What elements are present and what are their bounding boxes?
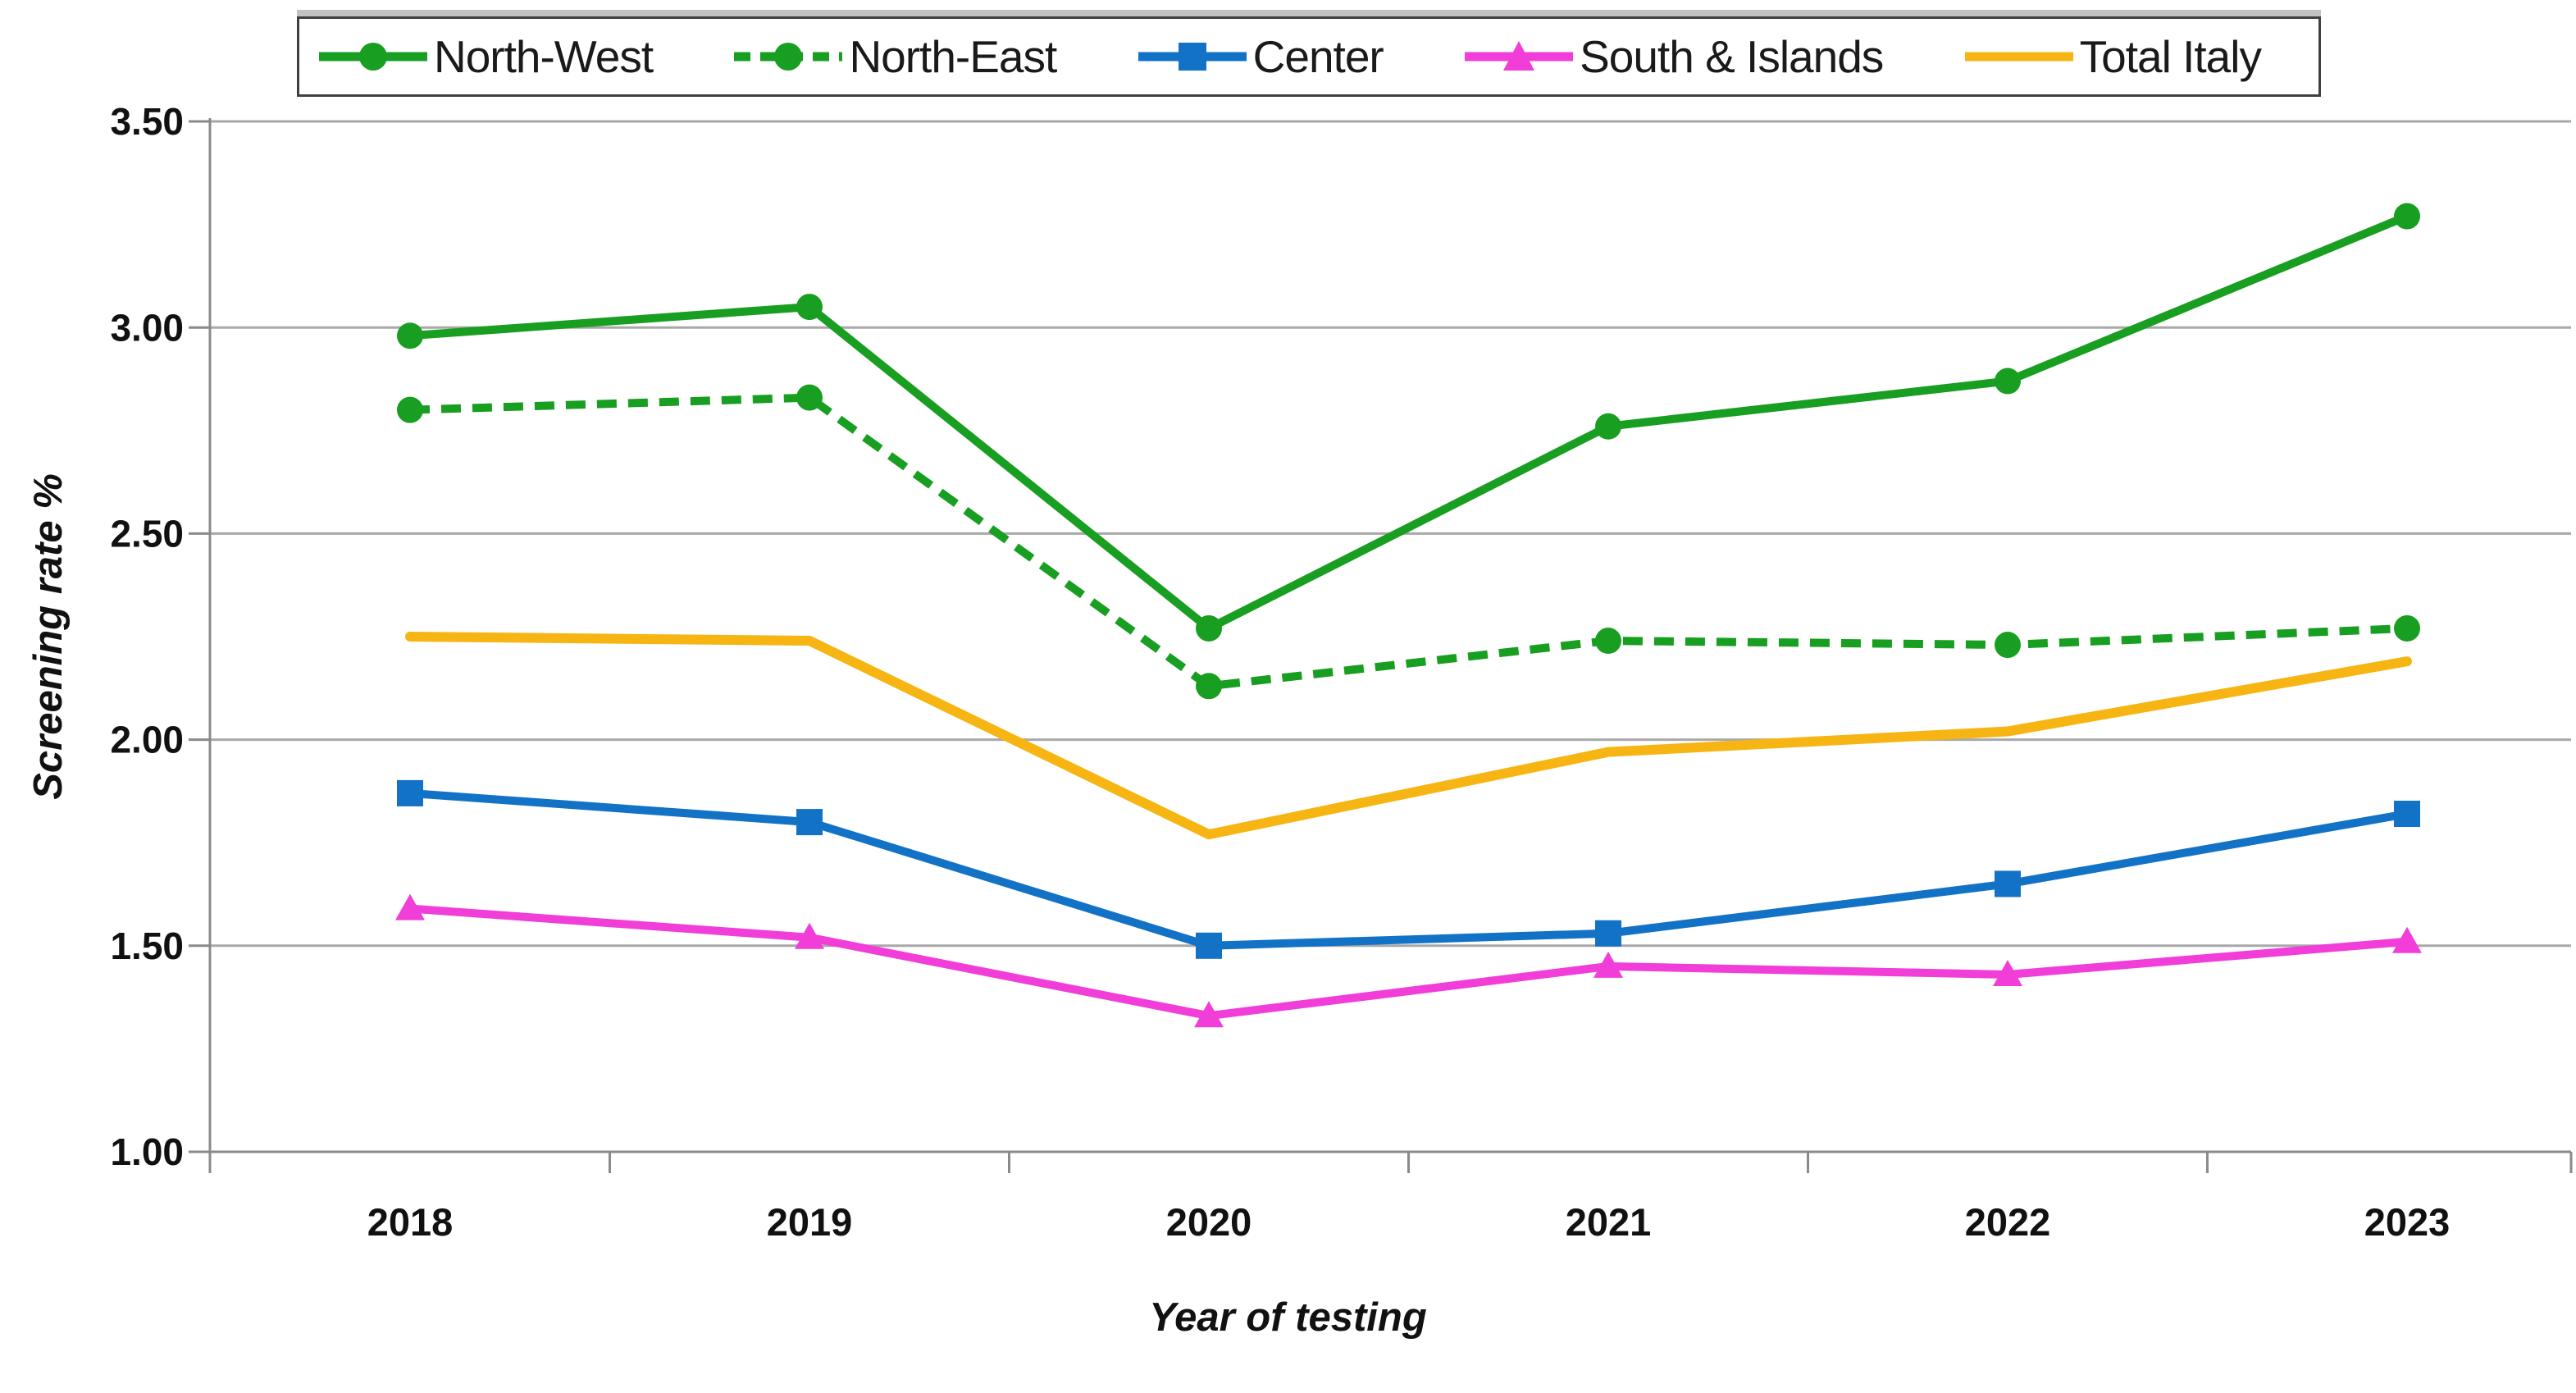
legend-circle-swatch-icon [734,43,843,71]
legend-square-swatch-icon [1138,43,1247,71]
series-line-south-islands [406,904,2411,1021]
legend-item-north-west: North-West [317,30,654,83]
marker-square [1595,920,1621,947]
marker-triangle [2392,926,2422,953]
y-axis-title: Screening rate % [26,473,71,800]
series-line-north-east [409,393,2408,691]
marker-circle [397,396,423,423]
marker-triangle [1593,951,1623,978]
marker-circle [1196,673,1222,700]
x-tick-label: 2022 [1965,1200,2051,1244]
legend-label: Total Italy [2079,31,2262,82]
marker-circle [796,294,823,321]
x-tick-label: 2021 [1566,1200,1652,1244]
y-tick-label: 3.00 [110,306,184,349]
x-tick-label: 2023 [2364,1200,2451,1244]
legend-label: North-East [849,31,1057,82]
marker-square [2394,801,2420,828]
legend-label: Center [1252,31,1384,82]
legend-label: North-West [434,31,654,82]
marker-circle [1595,413,1621,440]
marker-square [796,809,823,836]
legend-label: South & Islands [1580,31,1884,82]
y-tick-label: 1.00 [110,1130,184,1173]
y-tick-label: 2.00 [110,719,184,761]
series-line-north-west [406,212,2411,633]
y-tick-label: 3.50 [110,100,184,143]
x-tick-label: 2020 [1166,1200,1252,1244]
marker-circle [397,322,423,349]
marker-circle [1595,628,1621,655]
marker-square [1196,932,1222,959]
legend: North-West North-East Center South & Island… [297,16,2321,97]
marker-triangle [1194,1001,1224,1028]
marker-circle [1995,368,2021,395]
legend-none-swatch-icon [1964,52,2073,62]
marker-circle [1196,614,1222,642]
legend-circle-swatch-icon [319,43,427,71]
legend-item-center: Center [1137,30,1384,83]
legend-item-total-italy: Total Italy [1963,30,2262,83]
marker-circle [2394,203,2420,230]
y-tick-label: 1.50 [110,925,184,967]
x-tick-label: 2019 [767,1200,853,1244]
y-tick-label: 2.50 [110,513,184,555]
marker-square [1995,870,2021,897]
series-line-total-italy [405,632,2412,840]
series-line-center [406,788,2411,950]
x-axis-title: Year of testing [1149,1295,1427,1340]
marker-square [397,779,423,806]
legend-item-north-east: North-East [732,30,1057,83]
legend-item-south-islands: South & Islands [1463,30,1884,83]
x-tick-label: 2018 [367,1200,454,1244]
y-axis-title-wrap: Screening rate % [0,121,97,1152]
marker-circle [2394,614,2420,642]
legend-triangle-swatch-icon [1465,41,1574,71]
marker-triangle [395,893,425,920]
marker-triangle [795,922,824,949]
marker-triangle [1993,959,2022,986]
marker-circle [796,384,823,411]
marker-circle [1995,632,2021,659]
